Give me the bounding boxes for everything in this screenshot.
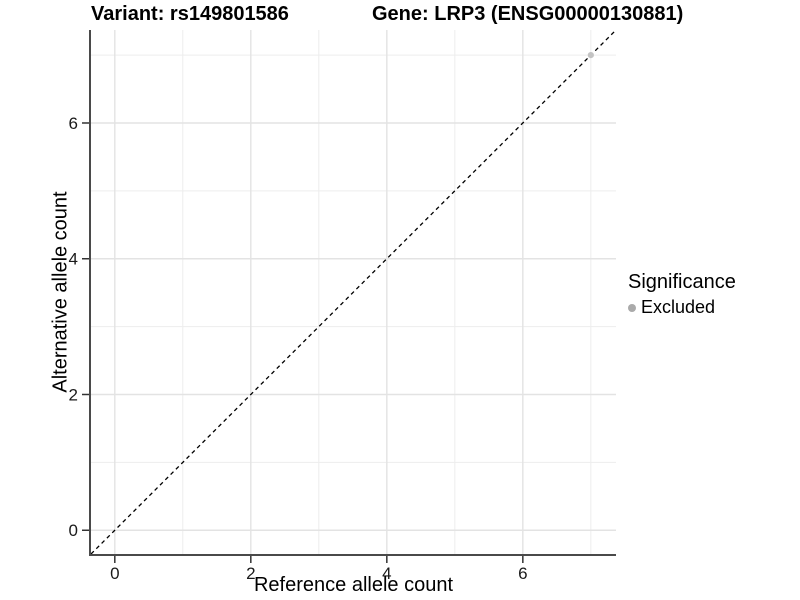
legend-item-excluded: Excluded (628, 297, 736, 318)
data-point (587, 52, 594, 59)
x-axis-title: Reference allele count (253, 574, 453, 596)
identity-line (90, 29, 617, 555)
circle-icon (628, 303, 636, 312)
y-tick-label: 2 (69, 385, 78, 404)
x-tick-label: 2 (246, 564, 255, 583)
x-tick-label: 0 (110, 564, 119, 583)
legend: Significance Excluded (628, 271, 736, 318)
legend-title: Significance (628, 271, 736, 293)
x-tick-label: 4 (382, 564, 391, 583)
x-tick-label: 6 (518, 564, 527, 583)
plot-title-variant: Variant: rs149801586 (91, 3, 289, 25)
y-tick-label: 6 (69, 114, 78, 133)
plot-title-gene: Gene: LRP3 (ENSG00000130881) (372, 3, 684, 25)
y-tick-label: 0 (69, 521, 78, 540)
y-tick-label: 4 (69, 250, 78, 269)
legend-item-label: Excluded (641, 297, 716, 317)
y-axis-title: Alternative allele count (49, 191, 72, 393)
